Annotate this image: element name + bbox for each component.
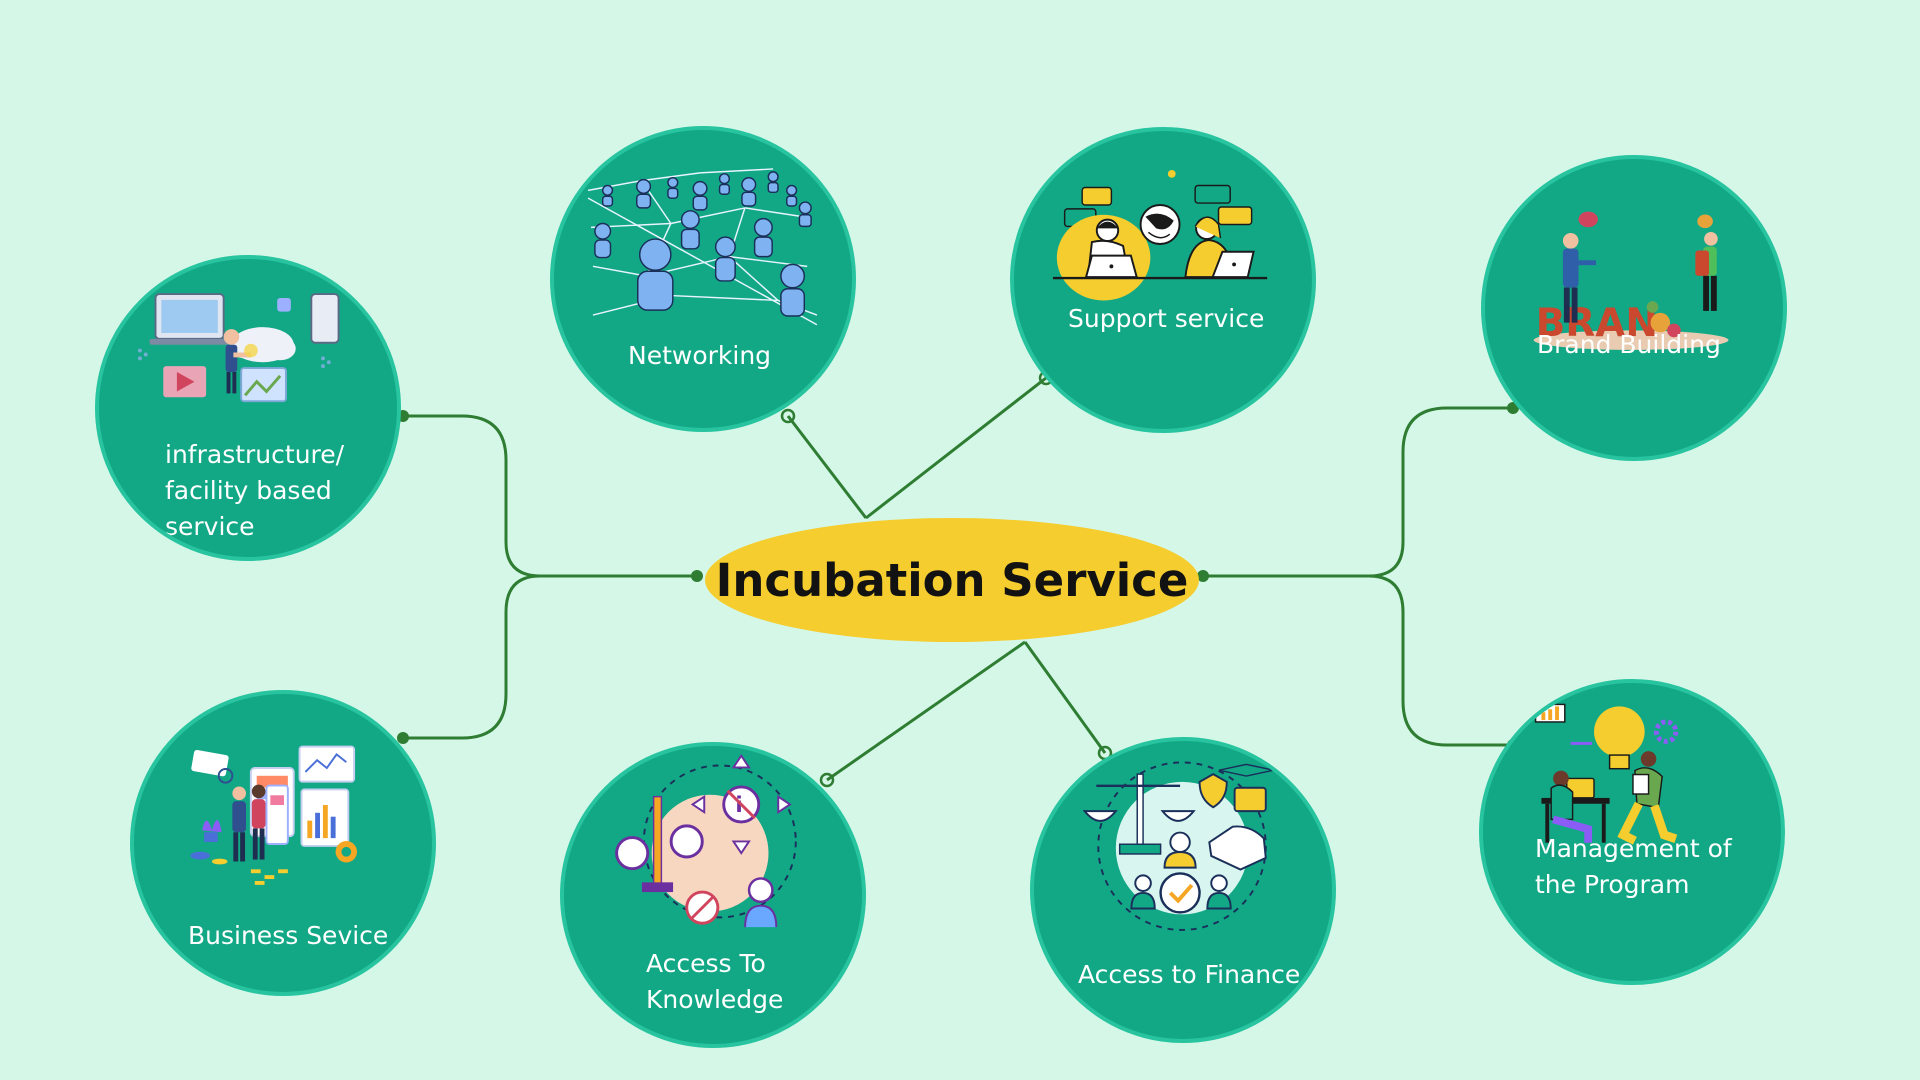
node-management-label-line-2: the Program [1535, 870, 1690, 899]
node-finance[interactable]: Access to Finance [1030, 737, 1336, 1043]
connector-dot [397, 732, 409, 744]
node-business-label: Business Sevice [188, 921, 389, 950]
connector-support [865, 376, 1047, 520]
node-support-label: Support service [1068, 304, 1265, 333]
node-networking[interactable]: Networking [550, 126, 856, 432]
connector-dot [1197, 570, 1209, 582]
program-management-illustration-icon [1534, 703, 1679, 845]
node-infrastructure-label-line-3: service [165, 512, 255, 541]
connector-ring [819, 772, 835, 788]
finance-balance-illustration-icon [1082, 761, 1274, 931]
cloud-devices-illustration-icon [137, 293, 340, 403]
node-infrastructure-label-line-2: facility based [165, 476, 332, 505]
svg-text:i: i [735, 793, 742, 818]
node-brand-label: Brand Building [1537, 330, 1721, 359]
people-network-illustration-icon [587, 168, 818, 326]
connector-infrastructure [403, 414, 697, 578]
connector-business [403, 574, 541, 740]
connector-knowledge [826, 640, 1026, 782]
svg-text:BRAN: BRAN [1536, 301, 1658, 346]
central-topic-title: Incubation Service [715, 553, 1189, 607]
node-support[interactable]: Support service [1010, 127, 1316, 433]
node-infrastructure-label-line-1: infrastructure/ [165, 440, 345, 469]
node-networking-label: Networking [628, 341, 772, 370]
node-knowledge[interactable]: i Access To Knowledge [560, 742, 866, 1048]
central-topic[interactable]: Incubation Service [705, 518, 1199, 642]
connector-ring [780, 408, 796, 424]
node-knowledge-label-line-2: Knowledge [646, 985, 784, 1014]
connector-dot [691, 570, 703, 582]
brand-building-illustration-icon: BRAN [1533, 211, 1729, 350]
node-business[interactable]: Business Sevice [130, 690, 436, 996]
node-knowledge-label-line-1: Access To [646, 949, 766, 978]
connector-finance [1023, 641, 1107, 754]
node-finance-label: Access to Finance [1078, 960, 1301, 989]
node-infrastructure[interactable]: infrastructure/ facility based service [95, 255, 401, 561]
node-management[interactable]: Management of the Program [1479, 679, 1785, 985]
business-dashboard-illustration-icon [190, 745, 358, 885]
node-management-label-line-1: Management of [1535, 834, 1732, 863]
connector-brand [1203, 406, 1513, 578]
connector-networking [786, 415, 868, 519]
connector-management [1368, 574, 1513, 747]
information-access-illustration-icon: i [615, 753, 797, 928]
customer-support-illustration-icon [1052, 169, 1268, 301]
node-brand[interactable]: BRAN Brand Building [1481, 155, 1787, 461]
